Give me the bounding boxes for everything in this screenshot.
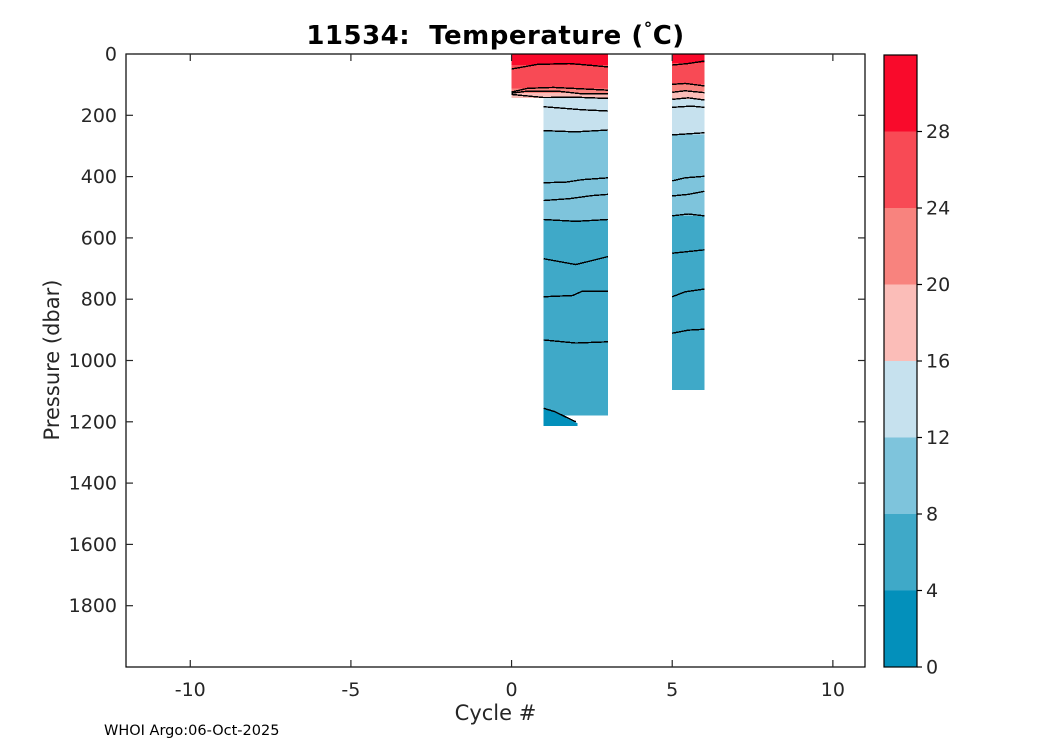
contour-line (511, 86, 608, 93)
contour-line (511, 90, 608, 95)
y-tick-label: 600 (81, 227, 117, 249)
contour-line (672, 97, 705, 101)
contour-fill (672, 91, 705, 100)
contour-line (672, 328, 705, 334)
title-unit: C) (652, 21, 685, 51)
contour-line (671, 288, 705, 298)
x-axis-label: Cycle # (454, 701, 537, 725)
contour-line (672, 90, 705, 94)
degree-symbol: ° (643, 19, 653, 39)
contour-fill (543, 97, 608, 131)
x-tick-label: 10 (821, 679, 845, 701)
contour-line (543, 407, 577, 423)
colorbar-tick-label: 4 (926, 580, 938, 602)
contour-line (672, 82, 705, 87)
contour-line (672, 105, 705, 109)
colorbar-tick-label: 0 (926, 657, 938, 679)
colorbar-segment (884, 131, 917, 208)
y-tick-label: 1000 (69, 350, 117, 372)
y-tick-label: 1400 (69, 473, 117, 495)
contour-fill (672, 54, 705, 64)
contour-line (543, 193, 609, 202)
colorbar-tick-label: 28 (926, 121, 950, 143)
x-tick-label: -5 (341, 679, 360, 701)
contour-line (672, 249, 705, 254)
contour-line (543, 339, 608, 344)
x-tick-label: 5 (666, 679, 678, 701)
source-annotation: WHOI Argo:06-Oct-2025 (104, 723, 280, 739)
x-tick-label: 0 (506, 679, 518, 701)
contour-line (672, 60, 705, 66)
y-tick-label: 800 (81, 289, 117, 311)
contour-line (511, 93, 608, 100)
contour-fill (543, 408, 578, 427)
colorbar-tick-label: 12 (926, 427, 950, 449)
y-tick-label: 400 (81, 166, 117, 188)
colorbar-tick-label: 16 (926, 351, 950, 373)
y-tick-label: 1600 (69, 534, 117, 556)
y-axis-label: Pressure (dbar) (40, 279, 64, 441)
contour-fill (543, 130, 608, 220)
y-tick-label: 200 (81, 105, 117, 127)
contour-line (672, 190, 705, 197)
contour-line (511, 62, 609, 70)
colorbar-segment (884, 514, 917, 591)
contour-line (672, 175, 705, 182)
colorbar-segment (884, 208, 917, 285)
contour-fill (511, 65, 608, 89)
y-tick-label: 0 (105, 44, 117, 66)
colorbar-segment (884, 590, 917, 667)
title-text: 11534: Temperature ( (306, 21, 644, 51)
contour-line (672, 132, 705, 136)
y-tick-label: 1200 (69, 411, 117, 433)
contour-line (543, 129, 608, 133)
colorbar-tick-label: 8 (926, 504, 938, 526)
contour-fill (511, 54, 608, 66)
contour-line (543, 177, 609, 184)
contour-line (672, 213, 705, 217)
colorbar-segment (884, 437, 917, 514)
contour-fill (672, 215, 705, 390)
contour-fill (672, 99, 705, 135)
contour-line (543, 218, 608, 223)
contour-fill (672, 63, 705, 85)
colorbar-tick-label: 20 (926, 274, 950, 296)
colorbar-segment (884, 361, 917, 438)
contour-fill (511, 92, 608, 98)
contour-line (543, 255, 609, 266)
plot-frame (125, 53, 866, 668)
x-tick-label: -10 (175, 679, 206, 701)
colorbar-segment (884, 284, 917, 361)
contour-fill (672, 84, 705, 92)
contour-line (543, 290, 608, 298)
contour-fill (543, 219, 608, 416)
y-tick-label: 1800 (69, 595, 117, 617)
colorbar-segment (884, 55, 917, 132)
page-title: 11534: Temperature (°C) (126, 19, 865, 51)
colorbar-tick-label: 24 (926, 198, 950, 220)
contour-line (543, 106, 608, 112)
contour-fill (672, 134, 705, 216)
